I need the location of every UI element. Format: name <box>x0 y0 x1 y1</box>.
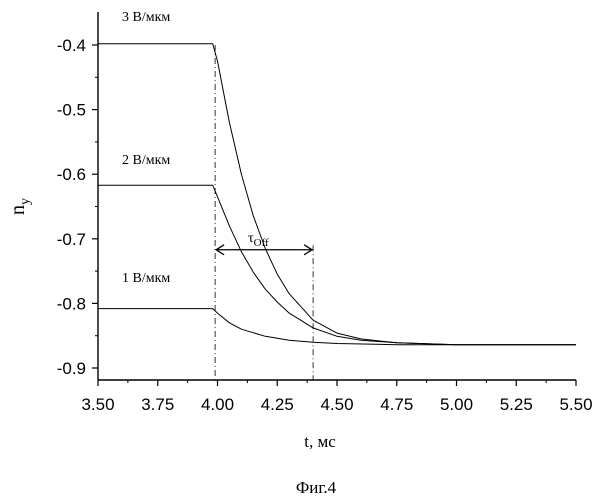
axes <box>97 12 576 381</box>
tau-label: τOff <box>248 231 269 249</box>
series-label-3: 3 В/мкм <box>122 10 170 25</box>
series-line-3 <box>98 308 576 346</box>
reference-lines <box>214 45 314 380</box>
tau-arrow-right-head <box>303 244 314 256</box>
series-label-2: 2 В/мкм <box>122 153 170 168</box>
series-line-1 <box>98 43 576 346</box>
x-tick-label: 4.75 <box>380 395 413 414</box>
y-tick-label: -0.6 <box>57 165 86 184</box>
x-tick-label: 3.50 <box>81 395 114 414</box>
figure-caption: Фиг.4 <box>296 478 337 497</box>
series-line-2 <box>98 184 576 346</box>
y-tick-label: -0.5 <box>57 101 86 120</box>
x-tick-label: 5.50 <box>559 395 592 414</box>
y-axis-title: ny <box>7 198 33 215</box>
series-layer <box>98 43 576 346</box>
x-tick-label: 4.25 <box>261 395 294 414</box>
tau-subscript: Off <box>254 237 269 249</box>
y-tick-label: -0.7 <box>57 230 86 249</box>
tau-arrow-left-head <box>214 244 225 256</box>
x-tick-label: 4.00 <box>201 395 234 414</box>
y-axis-title-sub: y <box>18 198 33 205</box>
y-tick-label: -0.9 <box>57 359 86 378</box>
y-axis-title-main: n <box>7 205 29 215</box>
x-tick-label: 5.25 <box>500 395 533 414</box>
x-tick-label: 4.50 <box>320 395 353 414</box>
series-label-1: 1 В/мкм <box>122 271 170 286</box>
x-tick-label: 3.75 <box>141 395 174 414</box>
ticks: 3.50 3.75 4.00 4.25 4.50 4.75 5.00 5.25 5.50 -0.4… <box>57 36 593 414</box>
tau-symbol: τ <box>248 231 254 246</box>
y-tick-label: -0.8 <box>57 294 86 313</box>
x-tick-label: 5.00 <box>440 395 473 414</box>
x-axis-title: t, мс <box>304 432 336 451</box>
y-tick-label: -0.4 <box>57 36 86 55</box>
